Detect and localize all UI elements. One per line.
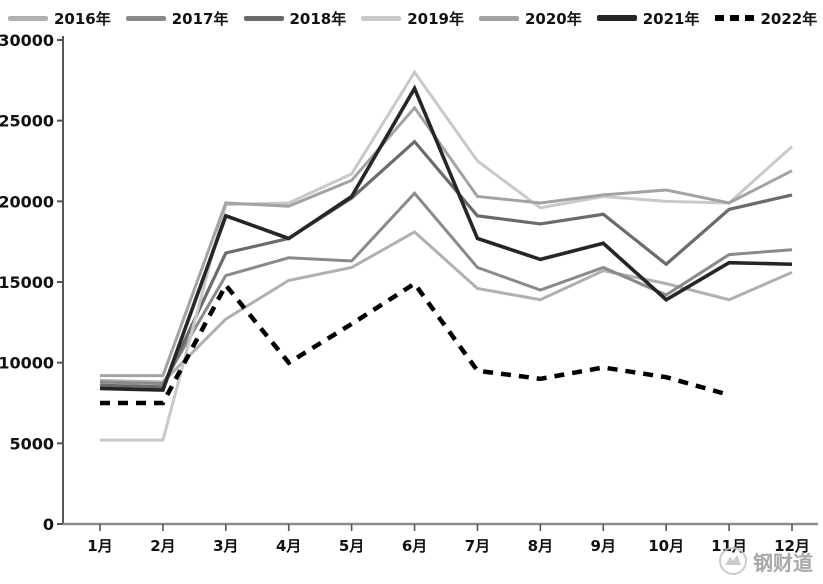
legend-item-2017年: 2017年 — [125, 8, 229, 29]
y-axis-tick-label: 30000 — [0, 31, 54, 50]
x-axis-tick-label: 4月 — [276, 537, 301, 555]
legend-swatch-icon — [125, 15, 166, 21]
legend-swatch-icon — [714, 15, 755, 21]
x-axis-tick-label: 2月 — [150, 537, 175, 555]
y-axis-tick-label: 15000 — [0, 273, 54, 292]
y-axis-tick-label: 0 — [43, 515, 54, 534]
y-axis-tick-label: 25000 — [0, 112, 54, 131]
legend-item-2022年: 2022年 — [714, 8, 818, 29]
x-axis-tick-label: 5月 — [339, 537, 364, 555]
x-axis-tick-label: 10月 — [648, 537, 684, 555]
x-axis-tick-label: 8月 — [528, 537, 553, 555]
legend-label: 2019年 — [407, 9, 464, 28]
legend-swatch-icon — [596, 15, 637, 21]
brand-logo-icon — [718, 546, 748, 576]
series-line-2017年 — [99, 191, 793, 386]
legend-item-2016年: 2016年 — [8, 8, 111, 29]
legend-label: 2017年 — [171, 9, 229, 28]
legend-label: 2020年 — [525, 9, 582, 28]
x-axis-tick-label: 12月 — [774, 537, 810, 555]
watermark: 钢财道 — [718, 546, 813, 576]
y-axis-tick-label: 10000 — [0, 354, 54, 373]
legend-item-2018年: 2018年 — [243, 8, 347, 29]
x-axis-tick-label: 7月 — [465, 537, 490, 555]
legend-label: 2022年 — [760, 9, 818, 28]
legend-label: 2016年 — [54, 9, 111, 28]
series-line-2016年 — [99, 230, 793, 384]
legend-item-2021年: 2021年 — [596, 8, 700, 29]
x-axis-tick-label: 9月 — [591, 537, 616, 555]
series-line-2019年 — [100, 69, 794, 442]
series-line-2021年 — [99, 84, 793, 392]
legend-item-2019年: 2019年 — [361, 8, 464, 29]
legend-swatch-icon — [243, 15, 284, 21]
series-line-2020年 — [100, 105, 793, 378]
series-line-2018年 — [99, 139, 793, 389]
watermark-text: 钢财道 — [753, 550, 813, 575]
x-axis-tick-label: 3月 — [213, 537, 238, 555]
x-axis-tick-label: 1月 — [87, 537, 112, 555]
x-axis-tick-label: 6月 — [402, 537, 427, 555]
legend-swatch-icon — [361, 15, 402, 21]
legend-label: 2021年 — [642, 9, 700, 28]
legend-swatch-icon — [8, 15, 48, 21]
chart-legend: 2016年 2017年 2018年 2019年 2020年 2021年 2022年 — [8, 4, 823, 32]
legend-swatch-icon — [479, 15, 519, 21]
legend-item-2020年: 2020年 — [479, 8, 582, 29]
y-axis-tick-label: 5000 — [9, 434, 54, 453]
x-axis-tick-label: 11月 — [711, 537, 747, 555]
series-line-2022年 — [100, 280, 730, 406]
y-axis-tick-label: 20000 — [0, 192, 54, 211]
legend-label: 2018年 — [289, 9, 347, 28]
